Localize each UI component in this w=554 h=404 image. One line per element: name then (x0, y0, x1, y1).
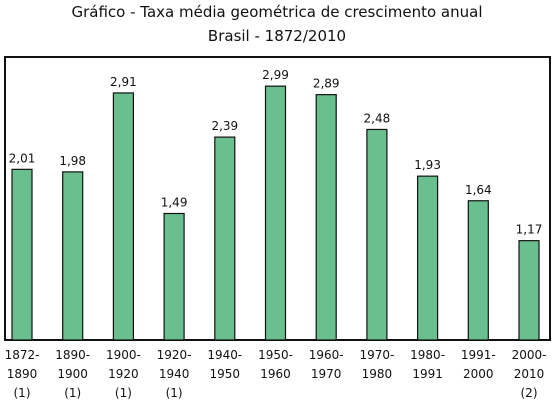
chart-subtitle: Brasil - 1872/2010 (208, 27, 346, 45)
bar (366, 128, 388, 341)
bar (11, 168, 33, 341)
value-label: 2,01 (9, 151, 36, 165)
bar (417, 175, 439, 341)
value-label: 2,39 (211, 119, 238, 133)
value-label: 1,64 (465, 183, 492, 197)
x-tick-label: 1960- 1970 (308, 348, 344, 381)
x-tick-label: 1940- 1950 (207, 348, 243, 381)
x-tick-label: 1980- 1991 (410, 348, 446, 381)
bar (264, 85, 287, 341)
bar (163, 212, 185, 341)
x-tick-label: 1900- 1920 (1) (105, 348, 141, 400)
x-tick-label: 1950- 1960 (258, 348, 293, 381)
bar (112, 92, 135, 341)
x-tick-label: 1872- 1890 (1) (4, 348, 40, 400)
bar (518, 240, 540, 341)
chart-title: Gráfico - Taxa média geométrica de cresc… (72, 3, 483, 21)
x-tick-label: 1970- 1980 (359, 348, 395, 381)
value-label: 1,98 (59, 154, 86, 168)
x-tick-label: 1991- 2000 (460, 348, 496, 381)
value-label: 2,89 (313, 77, 340, 91)
bar (62, 171, 84, 341)
value-label: 1,93 (414, 158, 441, 172)
value-label: 1,49 (161, 195, 188, 209)
value-label: 2,48 (364, 111, 391, 125)
value-label: 2,99 (262, 68, 289, 82)
x-tick-label: 1920- 1940 (1) (156, 348, 192, 400)
bar (467, 200, 489, 341)
x-tick-label: 1890- 1900 (1) (55, 348, 91, 400)
bar (214, 136, 236, 341)
x-tick-label: 2000- 2010 (2) (511, 348, 547, 400)
value-label: 2,91 (110, 75, 137, 89)
value-label: 1,17 (516, 223, 543, 237)
bar (315, 94, 337, 341)
